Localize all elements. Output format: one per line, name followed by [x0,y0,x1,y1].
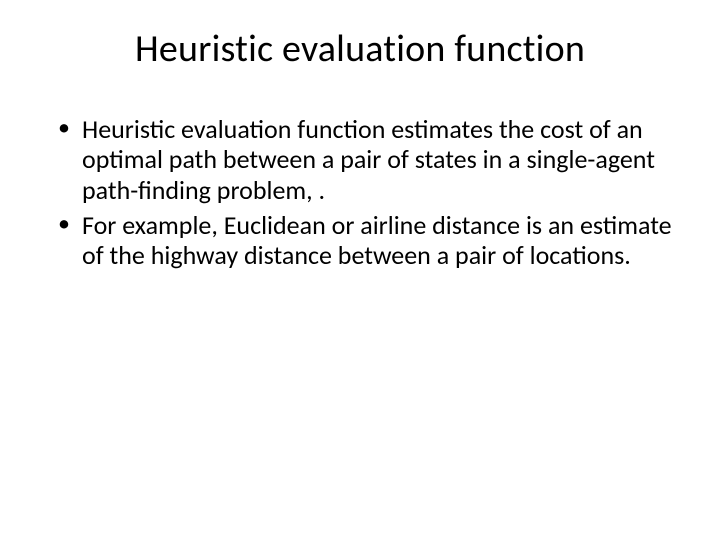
list-item: For example, Euclidean or airline distan… [56,210,672,271]
list-item: Heuristic evaluation function estimates … [56,114,672,206]
slide-container: Heuristic evaluation function Heuristic … [0,0,720,540]
slide-body: Heuristic evaluation function estimates … [48,114,672,271]
slide-title: Heuristic evaluation function [48,28,672,72]
bullet-list: Heuristic evaluation function estimates … [56,114,672,271]
